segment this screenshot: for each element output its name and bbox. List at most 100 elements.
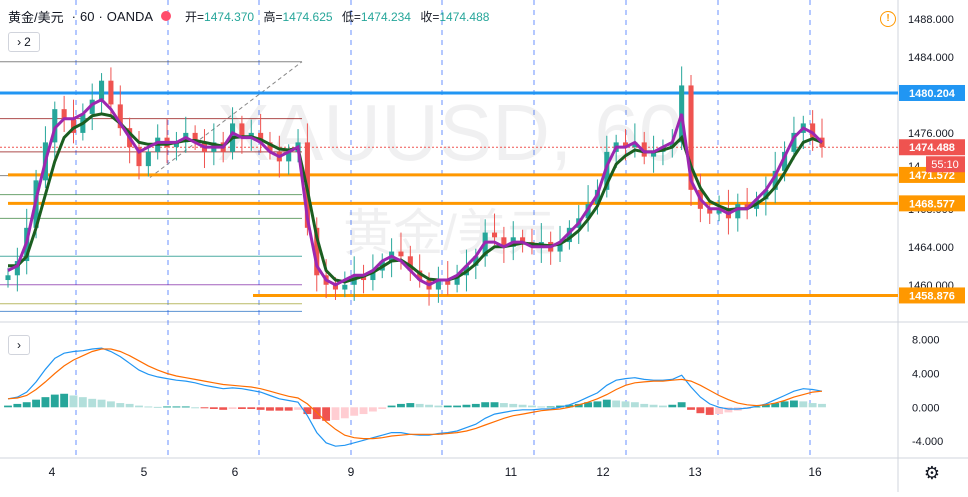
candle-body xyxy=(782,151,788,171)
candle-body xyxy=(445,280,451,285)
macd-histogram-bar xyxy=(144,406,153,408)
macd-histogram-bar xyxy=(696,407,705,414)
candle-body xyxy=(566,227,572,243)
candle xyxy=(735,193,741,232)
macd-histogram-bar xyxy=(780,401,789,408)
macd-histogram-bar xyxy=(163,406,171,408)
macd-histogram-bar xyxy=(256,407,265,410)
candle-body xyxy=(332,284,339,290)
macd-histogram-bar xyxy=(406,403,415,408)
price-tag-bg xyxy=(899,139,965,156)
macd-histogram-bar xyxy=(209,407,218,409)
candle-body xyxy=(52,109,58,143)
macd-histogram-bar xyxy=(490,402,499,408)
candle xyxy=(707,201,713,225)
macd-collapse-button[interactable]: › xyxy=(8,335,30,355)
macd-histogram-bar xyxy=(106,401,115,408)
macd-histogram-bar xyxy=(322,407,331,421)
candle-body xyxy=(314,227,320,276)
macd-histogram-bar xyxy=(387,405,396,408)
candle-body xyxy=(267,142,273,152)
candle xyxy=(14,247,20,292)
macd-histogram-bar xyxy=(228,407,237,409)
macd-histogram-bar xyxy=(116,403,125,408)
macd-histogram-bar xyxy=(789,400,798,408)
macd-histogram-bar xyxy=(649,404,658,408)
chevron-right-icon: › xyxy=(17,35,22,49)
time-tick-label: 16 xyxy=(808,465,822,479)
candle xyxy=(744,187,750,220)
symbol-name[interactable]: 黄金/美元 xyxy=(8,9,64,25)
gear-icon[interactable]: ⚙ xyxy=(923,463,941,483)
high-label: 高 xyxy=(263,9,276,24)
price-tag: 1458.876 xyxy=(899,287,965,304)
candle-body xyxy=(791,132,797,152)
candle xyxy=(501,226,507,263)
candle-body xyxy=(520,237,526,243)
candle-body xyxy=(810,123,816,138)
open-label: 开 xyxy=(185,9,198,24)
price-tag-bg xyxy=(899,195,965,212)
macd-histogram-bar xyxy=(125,403,134,408)
candle-body xyxy=(145,151,151,167)
macd-histogram-bar xyxy=(724,407,733,413)
candle-body xyxy=(772,170,778,190)
candle-body xyxy=(707,208,713,214)
close-value: 1474.488 xyxy=(439,9,490,24)
macd-histogram-bar xyxy=(191,407,200,409)
macd-histogram-bar xyxy=(97,399,106,408)
candle xyxy=(61,95,67,132)
candle-body xyxy=(173,142,179,148)
macd-histogram-bar xyxy=(771,403,780,408)
macd-histogram-bar xyxy=(677,402,686,408)
indicator-count: 2 xyxy=(24,35,31,49)
candle xyxy=(108,67,114,115)
candle-body xyxy=(763,189,769,200)
open-value: 1474.370 xyxy=(204,9,255,24)
candle xyxy=(117,85,123,136)
alert-icon[interactable]: ! xyxy=(880,11,896,27)
macd-histogram-bar xyxy=(50,394,59,408)
candle xyxy=(651,135,657,173)
macd-histogram-bar xyxy=(612,400,621,408)
macd-histogram-bar xyxy=(397,403,405,408)
indicators-collapse-button[interactable]: › 2 xyxy=(8,32,40,52)
candle-body xyxy=(342,284,348,290)
macd-histogram-bar xyxy=(630,402,639,408)
candle-body xyxy=(744,204,750,209)
separator-dot: · xyxy=(71,8,76,24)
candle-body xyxy=(258,132,264,143)
macd-histogram-bar xyxy=(200,407,209,409)
price-tag: 1474.488 xyxy=(899,139,965,156)
macd-histogram-bar xyxy=(537,406,546,408)
macd-tick-label: 4.000 xyxy=(912,368,940,380)
candle xyxy=(145,144,151,177)
macd-histogram-bar xyxy=(219,407,228,410)
macd-histogram-bar xyxy=(415,403,424,408)
macd-histogram-bar xyxy=(471,403,480,408)
candle-body xyxy=(735,204,741,219)
macd-histogram-bar xyxy=(434,405,443,408)
macd-histogram-bar xyxy=(462,404,471,408)
macd-histogram-bar xyxy=(453,405,462,408)
candle-body xyxy=(454,275,460,285)
macd-line xyxy=(7,347,823,447)
candle xyxy=(632,123,638,158)
macd-histogram-bar xyxy=(556,405,564,408)
macd-histogram-bar xyxy=(584,402,593,408)
macd-histogram-bar xyxy=(443,405,452,408)
macd-tick-label: 8.000 xyxy=(912,335,940,347)
candle xyxy=(819,118,825,158)
candle-body xyxy=(557,242,563,252)
price-tick-label: 1476.000 xyxy=(908,128,954,140)
legend-header: 黄金/美元 · 60 · OANDA 开=1474.370 高=1474.625… xyxy=(8,6,495,26)
candle xyxy=(89,83,95,131)
macd-histogram-bar xyxy=(687,407,695,410)
price-tag-label: 1474.488 xyxy=(909,142,955,154)
macd-histogram-bar xyxy=(481,402,490,408)
macd-histogram-bar xyxy=(621,401,630,408)
interval-label[interactable]: 60 xyxy=(79,8,95,24)
candle-body xyxy=(108,80,114,105)
